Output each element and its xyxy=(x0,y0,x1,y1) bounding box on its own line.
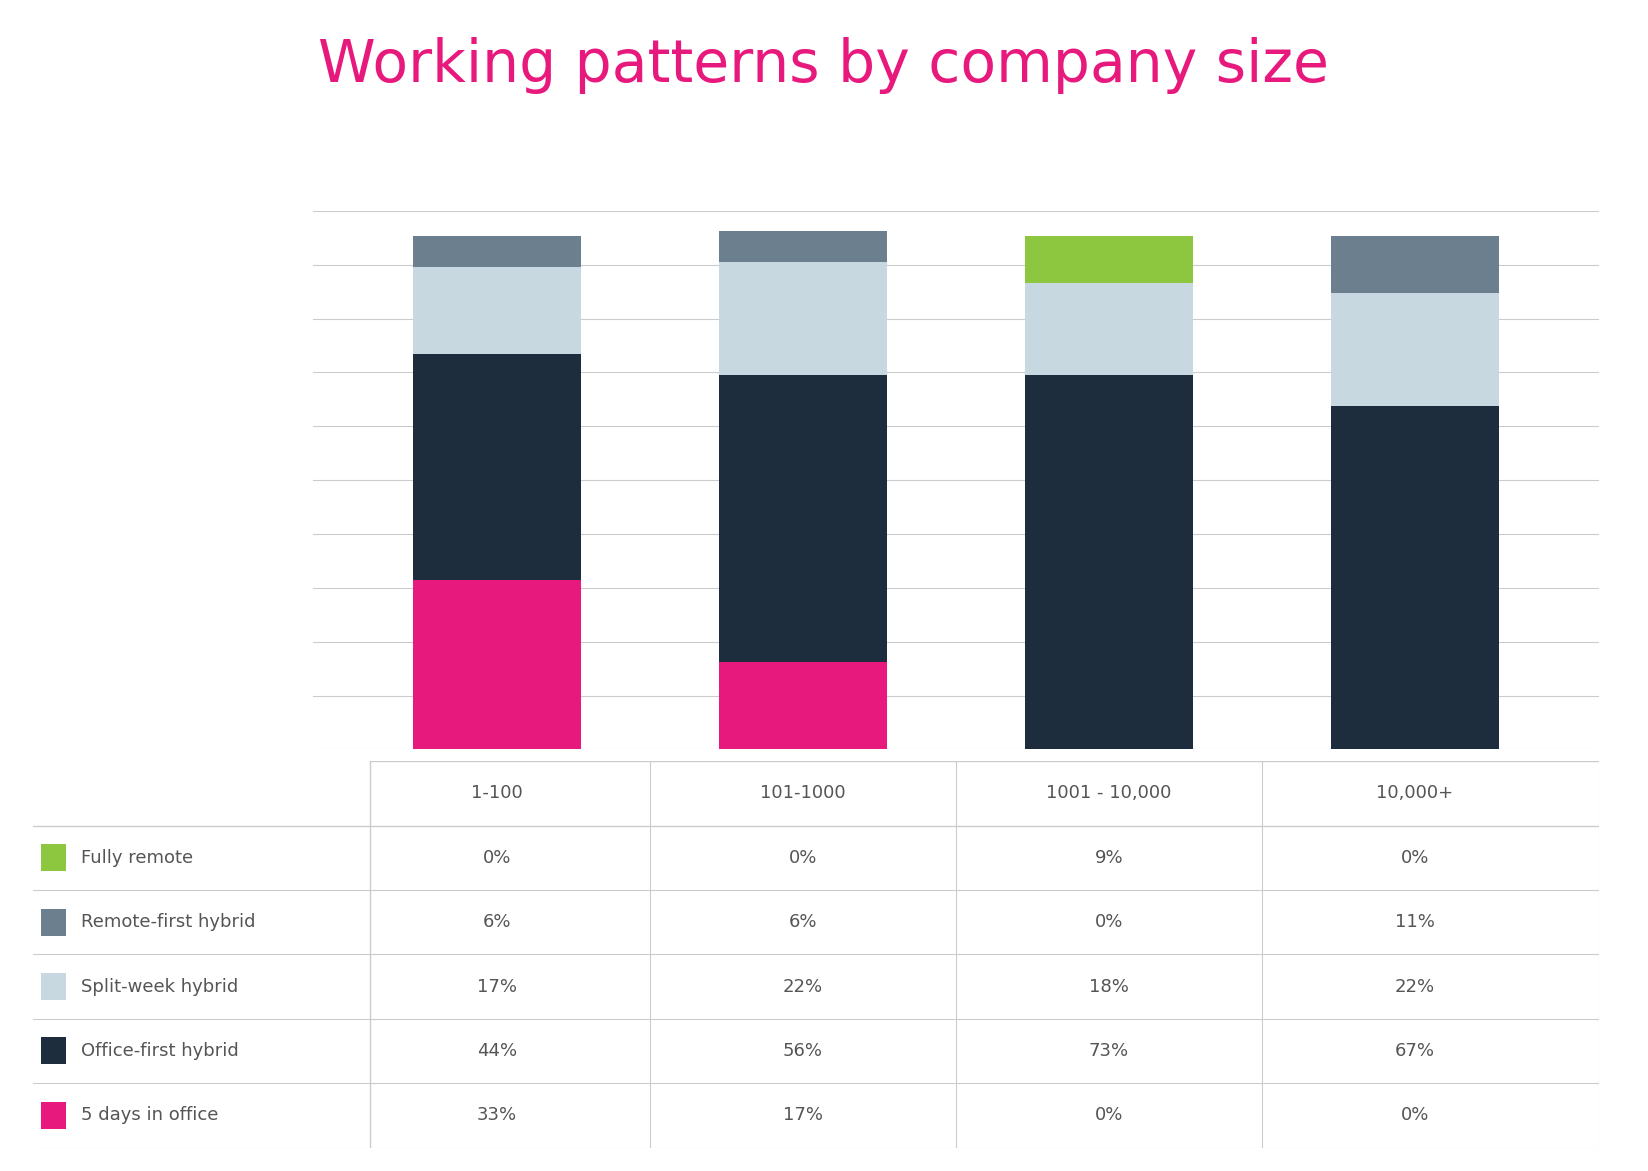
Bar xyxy=(1332,405,1500,749)
Bar xyxy=(719,663,887,749)
Text: 101-1000: 101-1000 xyxy=(760,785,845,802)
Text: 44%: 44% xyxy=(476,1042,517,1060)
Bar xyxy=(412,355,582,580)
Text: Fully remote: Fully remote xyxy=(81,849,193,867)
Text: 11%: 11% xyxy=(1394,913,1435,931)
Text: 0%: 0% xyxy=(483,849,511,867)
Bar xyxy=(719,232,887,262)
Text: 17%: 17% xyxy=(783,1107,822,1124)
Bar xyxy=(1025,282,1193,375)
Text: 0%: 0% xyxy=(1401,1107,1429,1124)
Bar xyxy=(412,580,582,749)
Text: 33%: 33% xyxy=(476,1107,517,1124)
Text: Working patterns by company size: Working patterns by company size xyxy=(318,36,1330,94)
Text: 6%: 6% xyxy=(788,913,817,931)
Bar xyxy=(412,237,582,267)
Bar xyxy=(1025,375,1193,749)
Text: 67%: 67% xyxy=(1394,1042,1435,1060)
Text: Office-first hybrid: Office-first hybrid xyxy=(81,1042,239,1060)
Bar xyxy=(412,267,582,355)
FancyBboxPatch shape xyxy=(41,1102,66,1129)
Text: 0%: 0% xyxy=(1094,913,1122,931)
Bar xyxy=(719,262,887,375)
Text: 17%: 17% xyxy=(476,978,517,995)
FancyBboxPatch shape xyxy=(41,973,66,1000)
Bar xyxy=(1025,237,1193,282)
Text: Remote-first hybrid: Remote-first hybrid xyxy=(81,913,255,931)
Text: 0%: 0% xyxy=(1094,1107,1122,1124)
Text: 9%: 9% xyxy=(1094,849,1124,867)
Text: 6%: 6% xyxy=(483,913,511,931)
Text: 0%: 0% xyxy=(789,849,817,867)
Text: 10,000+: 10,000+ xyxy=(1376,785,1454,802)
Text: 73%: 73% xyxy=(1089,1042,1129,1060)
FancyBboxPatch shape xyxy=(41,844,66,871)
Text: Split-week hybrid: Split-week hybrid xyxy=(81,978,239,995)
Text: 5 days in office: 5 days in office xyxy=(81,1107,219,1124)
Bar xyxy=(719,375,887,663)
Text: 22%: 22% xyxy=(783,978,822,995)
Text: 22%: 22% xyxy=(1394,978,1435,995)
Bar xyxy=(1332,293,1500,405)
FancyBboxPatch shape xyxy=(41,909,66,936)
FancyBboxPatch shape xyxy=(41,1038,66,1064)
Text: 18%: 18% xyxy=(1089,978,1129,995)
Text: 1-100: 1-100 xyxy=(471,785,522,802)
Bar xyxy=(1332,237,1500,293)
Text: 1001 - 10,000: 1001 - 10,000 xyxy=(1046,785,1172,802)
Text: 0%: 0% xyxy=(1401,849,1429,867)
Text: 56%: 56% xyxy=(783,1042,822,1060)
